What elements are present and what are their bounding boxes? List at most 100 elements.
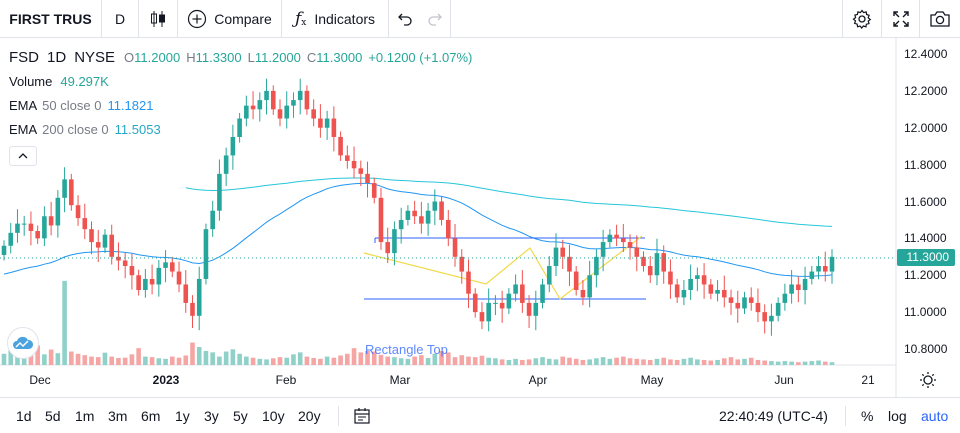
candle	[331, 106, 337, 152]
log-scale-toggle[interactable]: log	[888, 408, 907, 424]
volume-bar	[600, 357, 606, 365]
snapshot-button[interactable]	[920, 0, 960, 38]
candle-body	[621, 238, 626, 243]
candle	[546, 256, 552, 293]
volume-bar	[607, 358, 613, 365]
volume-bar	[69, 351, 74, 365]
volume-bar	[42, 354, 47, 365]
candle	[297, 78, 303, 115]
volume-bar	[708, 360, 714, 365]
candle-body	[573, 271, 579, 290]
candle	[210, 200, 215, 237]
volume-bar	[324, 356, 330, 365]
range-button-1d[interactable]: 1d	[16, 408, 32, 424]
auto-scale-toggle[interactable]: auto	[921, 408, 949, 424]
chart-type-button[interactable]	[139, 0, 178, 38]
symbol-search-button[interactable]: FIRST TRUS	[0, 0, 102, 38]
candle	[250, 91, 256, 120]
range-button-5d[interactable]: 5d	[45, 408, 61, 424]
ema50-label: EMA	[9, 98, 38, 113]
undo-icon	[397, 11, 413, 27]
candle	[688, 264, 693, 300]
range-button-20y[interactable]: 20y	[298, 408, 321, 424]
candle	[439, 195, 444, 226]
volume-bar	[311, 357, 316, 365]
candle	[190, 295, 195, 328]
volume-bar	[264, 359, 269, 365]
volume-bar	[715, 359, 720, 365]
legend-high-value: 11.3300	[195, 50, 242, 65]
price-chart[interactable]	[0, 38, 960, 397]
volume-bar	[95, 357, 101, 365]
candle	[472, 288, 478, 318]
volume-bar	[587, 359, 592, 365]
volume-bar	[102, 352, 108, 365]
settings-button[interactable]	[842, 0, 882, 38]
price-tick-label: 12.0000	[904, 120, 948, 135]
volume-bar	[445, 352, 451, 365]
range-button-3y[interactable]: 3y	[204, 408, 219, 424]
legend-volume[interactable]: Volume 49.297K	[9, 70, 478, 94]
separator	[845, 406, 846, 426]
drawings[interactable]	[363, 235, 646, 300]
rectangle-top-label[interactable]: Rectangle Top	[365, 342, 448, 357]
candle-body	[432, 201, 438, 211]
legend-ema200[interactable]: EMA 200 close 0 11.5053	[9, 118, 478, 142]
volume-bar	[647, 359, 653, 365]
undo-button[interactable]	[389, 0, 420, 38]
volume-bar	[816, 360, 821, 365]
volume-bar	[217, 356, 222, 365]
candle	[432, 189, 438, 226]
candle-body	[614, 234, 619, 239]
legend-open-value: 11.2000	[134, 50, 181, 65]
candle	[789, 270, 794, 304]
candle-body	[775, 302, 781, 316]
range-button-3m[interactable]: 3m	[108, 408, 128, 424]
legend-ema50[interactable]: EMA 50 close 0 11.1821	[9, 94, 478, 118]
date-range-button[interactable]	[353, 407, 371, 430]
volume-bar	[75, 353, 81, 365]
interval-label: D	[114, 11, 126, 27]
candle-body	[338, 136, 343, 156]
candle-body	[688, 278, 693, 290]
candle	[647, 256, 653, 283]
interval-button[interactable]: D	[102, 0, 139, 38]
range-button-10y[interactable]: 10y	[262, 408, 285, 424]
candle	[419, 201, 424, 234]
fullscreen-icon	[892, 10, 910, 28]
brand-logo[interactable]	[7, 327, 39, 359]
legend-low-key: L	[247, 50, 255, 65]
candle-body	[203, 229, 209, 279]
candle	[580, 280, 586, 306]
legend-collapse-button[interactable]	[9, 146, 37, 166]
range-button-1m[interactable]: 1m	[75, 408, 95, 424]
pattern-drawing[interactable]	[363, 235, 643, 300]
axis-settings-button[interactable]	[919, 371, 937, 394]
candle	[129, 253, 135, 290]
volume-bar	[82, 355, 88, 365]
clock-timezone[interactable]: 22:40:49 (UTC-4)	[719, 408, 828, 424]
volume-bar	[567, 357, 572, 365]
candle	[486, 288, 491, 332]
candle	[654, 238, 660, 286]
candle-body	[755, 302, 761, 313]
candle-body	[176, 271, 182, 285]
legend-main-series[interactable]: FSD 1D NYSE O 11.2000 H 11.3300 L 11.2000 C…	[9, 46, 478, 70]
fullscreen-button[interactable]	[882, 0, 920, 38]
range-button-6m[interactable]: 6m	[141, 408, 161, 424]
candle-body	[560, 247, 566, 257]
candles-icon	[149, 10, 167, 28]
redo-button[interactable]	[420, 0, 451, 38]
candle-body	[546, 266, 552, 285]
volume-bar	[378, 354, 384, 365]
range-button-1y[interactable]: 1y	[175, 408, 190, 424]
compare-button[interactable]: Compare	[178, 0, 282, 38]
candle-body	[553, 247, 559, 267]
percent-scale-toggle[interactable]: %	[861, 408, 874, 424]
candle	[621, 223, 626, 253]
volume-bar	[627, 358, 633, 365]
range-button-5y[interactable]: 5y	[233, 408, 248, 424]
sun-settings-icon	[920, 372, 936, 388]
ema200-params: 200 close 0	[42, 122, 109, 137]
